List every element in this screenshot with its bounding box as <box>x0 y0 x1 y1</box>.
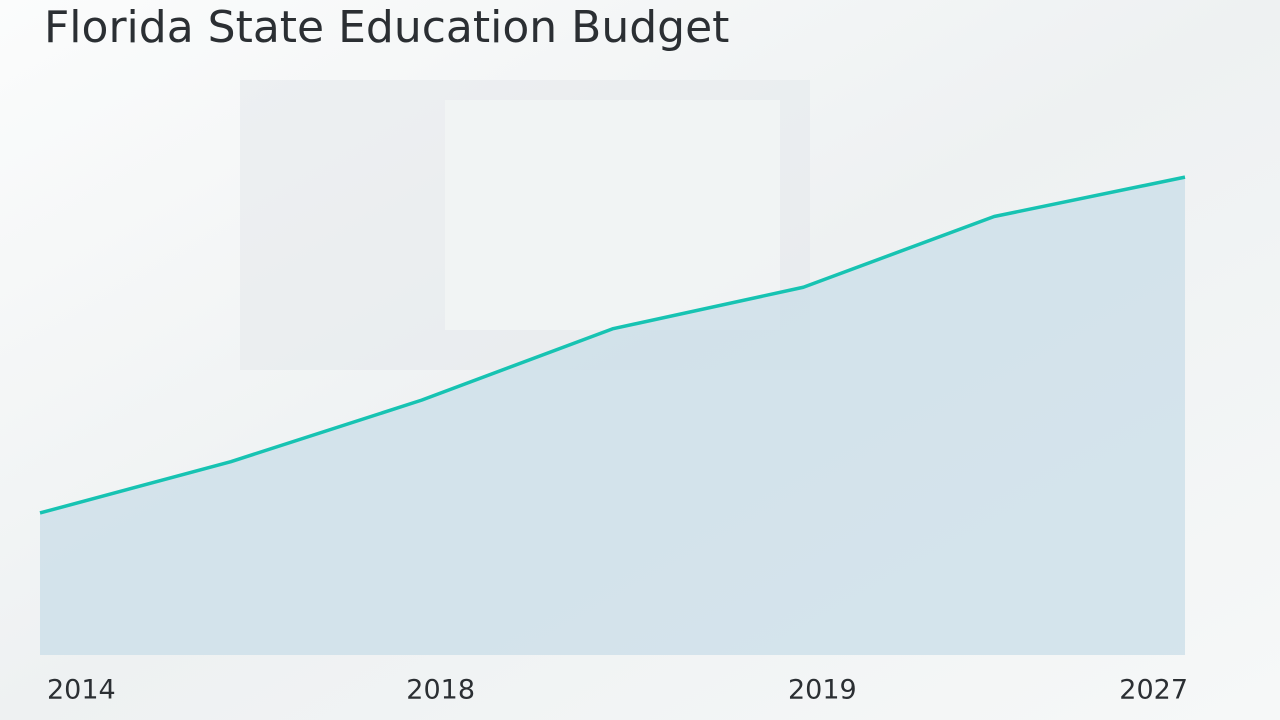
line <box>39 175 1186 515</box>
x-tick-label: 2019 <box>788 675 857 706</box>
area <box>40 177 1185 655</box>
chart-title: Florida State Education Budget <box>44 2 729 53</box>
background-shape <box>445 100 780 330</box>
x-tick-label: 2014 <box>47 675 116 706</box>
x-tick-label: 2027 <box>1119 675 1188 706</box>
x-tick-label: 2018 <box>406 675 475 706</box>
